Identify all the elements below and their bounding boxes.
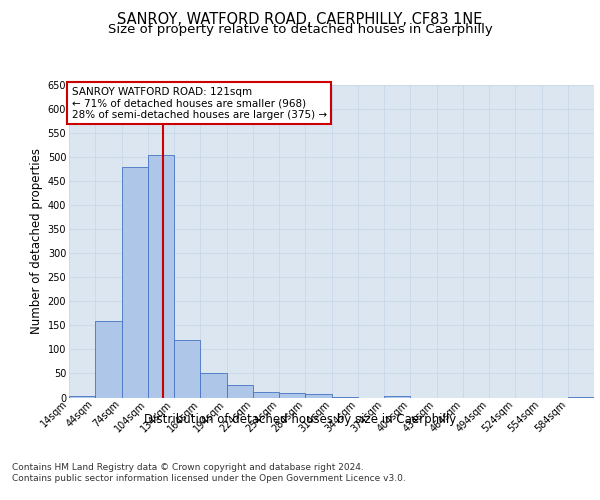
Bar <box>69 396 95 398</box>
Text: Size of property relative to detached houses in Caerphilly: Size of property relative to detached ho… <box>107 22 493 36</box>
Bar <box>305 394 331 398</box>
Bar <box>174 340 200 398</box>
Text: SANROY WATFORD ROAD: 121sqm
← 71% of detached houses are smaller (968)
28% of se: SANROY WATFORD ROAD: 121sqm ← 71% of det… <box>71 86 327 120</box>
Text: Contains public sector information licensed under the Open Government Licence v3: Contains public sector information licen… <box>12 474 406 483</box>
Bar <box>122 166 148 398</box>
Bar <box>95 320 121 398</box>
Bar <box>148 154 174 398</box>
Bar <box>279 392 305 398</box>
Bar <box>200 374 227 398</box>
Bar <box>568 396 594 398</box>
Text: Distribution of detached houses by size in Caerphilly: Distribution of detached houses by size … <box>144 412 456 426</box>
Text: SANROY, WATFORD ROAD, CAERPHILLY, CF83 1NE: SANROY, WATFORD ROAD, CAERPHILLY, CF83 1… <box>118 12 482 28</box>
Bar <box>253 392 279 398</box>
Bar <box>227 386 253 398</box>
Text: Contains HM Land Registry data © Crown copyright and database right 2024.: Contains HM Land Registry data © Crown c… <box>12 462 364 471</box>
Bar <box>384 396 410 398</box>
Bar <box>332 396 358 398</box>
Y-axis label: Number of detached properties: Number of detached properties <box>31 148 43 334</box>
